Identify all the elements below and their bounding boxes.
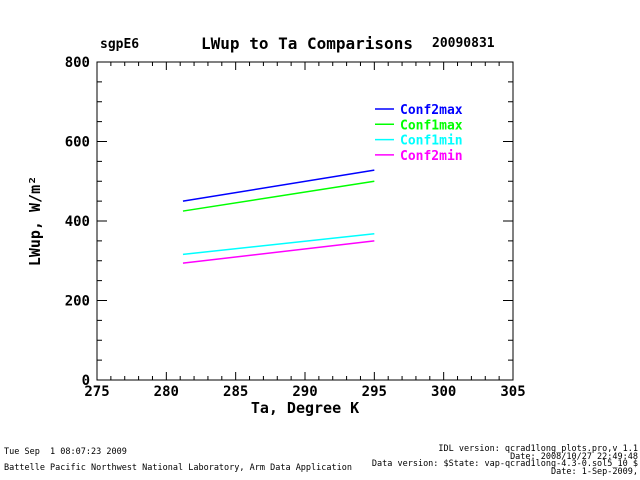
date-label: 20090831 xyxy=(432,36,495,51)
y-tick-label: 200 xyxy=(65,294,90,310)
y-tick-label: 600 xyxy=(65,135,90,151)
site-label: sgpE6 xyxy=(100,37,140,52)
idl-version-text: IDL version: qcrad1long_plots.pro,v 1.1 xyxy=(438,444,638,454)
y-axis-label: LWup, W/m² xyxy=(26,176,44,266)
plot-line-Conf1min xyxy=(182,232,375,256)
x-tick-label: 280 xyxy=(154,384,179,400)
organization-text: Battelle Pacific Northwest National Labo… xyxy=(4,463,352,473)
page-title: LWup to Ta Comparisons xyxy=(201,34,413,53)
x-tick-label: 285 xyxy=(223,384,248,400)
data-version-text: Data version: $State: vap-qcrad1long-4.3… xyxy=(371,459,638,469)
plot-line-Conf1max xyxy=(182,180,375,212)
y-tick-label: 400 xyxy=(65,214,90,230)
y-tick-label: 0 xyxy=(82,373,90,389)
plot-line-Conf2min xyxy=(182,240,375,264)
legend-label-Conf1min: Conf1min xyxy=(400,134,463,149)
legend-label-Conf1max: Conf1max xyxy=(400,118,463,133)
x-tick-label: 290 xyxy=(292,384,317,400)
legend-label-Conf2max: Conf2max xyxy=(400,103,463,118)
x-tick-label: 295 xyxy=(362,384,387,400)
data-date-text: Date: 1-Sep-2009, xyxy=(551,466,638,477)
x-tick-label: 305 xyxy=(500,384,525,400)
idl-date-text: Date: 2008/10/27 22:49:48 xyxy=(510,451,638,462)
plot-line-Conf2max xyxy=(182,169,375,202)
x-tick-label: 275 xyxy=(84,384,109,400)
timestamp-text: Tue Sep 1 08:07:23 2009 xyxy=(4,447,127,457)
y-tick-label: 800 xyxy=(65,55,90,71)
legend-label-Conf2min: Conf2min xyxy=(400,149,463,164)
x-tick-label: 300 xyxy=(431,384,456,400)
x-axis-label: Ta, Degree K xyxy=(251,399,359,417)
